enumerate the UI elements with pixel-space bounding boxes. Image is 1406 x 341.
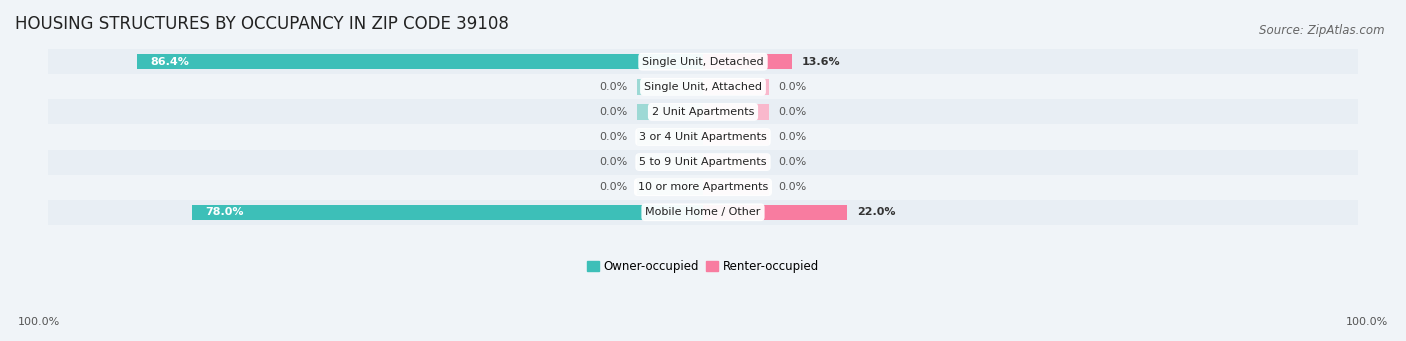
Text: 0.0%: 0.0% bbox=[779, 132, 807, 142]
Text: Mobile Home / Other: Mobile Home / Other bbox=[645, 207, 761, 217]
Bar bbox=[637, 79, 703, 94]
Text: Source: ZipAtlas.com: Source: ZipAtlas.com bbox=[1260, 24, 1385, 37]
Text: 2 Unit Apartments: 2 Unit Apartments bbox=[652, 107, 754, 117]
Bar bbox=[48, 175, 1358, 200]
Text: Single Unit, Detached: Single Unit, Detached bbox=[643, 57, 763, 67]
Bar bbox=[703, 129, 769, 145]
Bar bbox=[703, 79, 769, 94]
Bar bbox=[191, 205, 703, 220]
Text: 0.0%: 0.0% bbox=[599, 132, 627, 142]
Text: 0.0%: 0.0% bbox=[779, 182, 807, 192]
Text: 0.0%: 0.0% bbox=[599, 157, 627, 167]
Text: 86.4%: 86.4% bbox=[150, 57, 188, 67]
Text: 78.0%: 78.0% bbox=[205, 207, 243, 217]
Bar bbox=[703, 104, 769, 120]
Text: 0.0%: 0.0% bbox=[599, 182, 627, 192]
Bar bbox=[703, 179, 769, 195]
Bar bbox=[48, 200, 1358, 225]
Bar bbox=[703, 205, 848, 220]
Bar bbox=[48, 74, 1358, 99]
Bar bbox=[703, 54, 792, 70]
Bar bbox=[48, 124, 1358, 150]
Bar bbox=[637, 104, 703, 120]
Text: 0.0%: 0.0% bbox=[779, 82, 807, 92]
Text: 5 to 9 Unit Apartments: 5 to 9 Unit Apartments bbox=[640, 157, 766, 167]
Text: Single Unit, Attached: Single Unit, Attached bbox=[644, 82, 762, 92]
Bar bbox=[48, 150, 1358, 175]
Text: 0.0%: 0.0% bbox=[779, 107, 807, 117]
Bar bbox=[637, 129, 703, 145]
Bar bbox=[136, 54, 703, 70]
Bar bbox=[637, 154, 703, 170]
Legend: Owner-occupied, Renter-occupied: Owner-occupied, Renter-occupied bbox=[582, 255, 824, 278]
Text: 0.0%: 0.0% bbox=[599, 82, 627, 92]
Text: 0.0%: 0.0% bbox=[599, 107, 627, 117]
Text: 3 or 4 Unit Apartments: 3 or 4 Unit Apartments bbox=[640, 132, 766, 142]
Text: 0.0%: 0.0% bbox=[779, 157, 807, 167]
Bar bbox=[48, 99, 1358, 124]
Text: 22.0%: 22.0% bbox=[858, 207, 896, 217]
Text: 100.0%: 100.0% bbox=[1346, 317, 1388, 327]
Text: 100.0%: 100.0% bbox=[18, 317, 60, 327]
Bar bbox=[637, 179, 703, 195]
Bar bbox=[703, 154, 769, 170]
Text: HOUSING STRUCTURES BY OCCUPANCY IN ZIP CODE 39108: HOUSING STRUCTURES BY OCCUPANCY IN ZIP C… bbox=[15, 15, 509, 33]
Bar bbox=[48, 49, 1358, 74]
Text: 13.6%: 13.6% bbox=[801, 57, 841, 67]
Text: 10 or more Apartments: 10 or more Apartments bbox=[638, 182, 768, 192]
